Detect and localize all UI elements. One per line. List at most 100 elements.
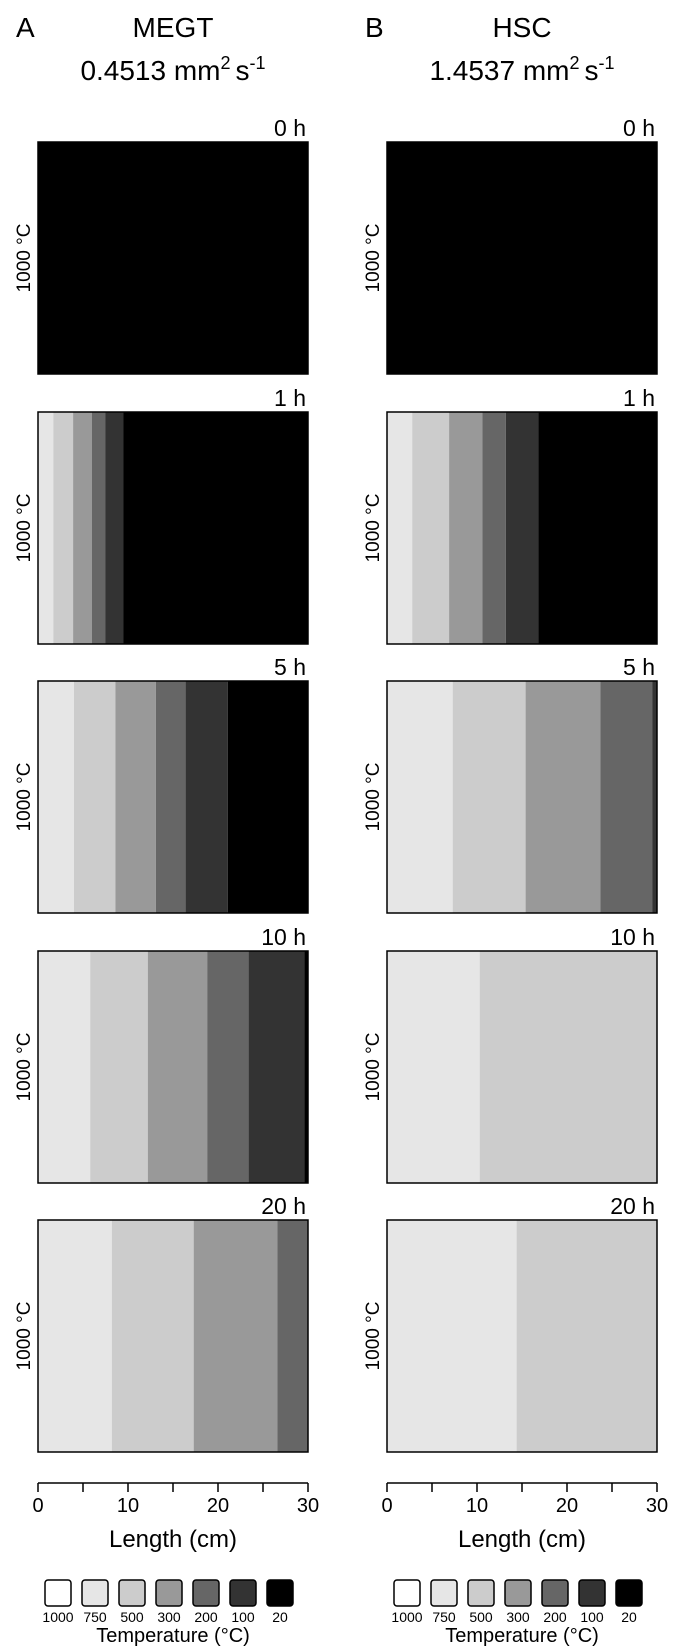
temperature-band <box>525 681 601 913</box>
panel-frame <box>37 950 309 1184</box>
temperature-legend: 1000 750 500 300 200 100 20 Temperature (°C) <box>42 1579 294 1647</box>
x-tick-label: 20 <box>207 1495 229 1517</box>
legend-swatch <box>155 1579 183 1607</box>
temperature-band <box>73 412 92 644</box>
diffusivity-s: s <box>236 55 250 86</box>
x-tick-label: 10 <box>117 1495 139 1517</box>
time-label: 0 h <box>274 115 306 141</box>
legend-label: 300 <box>157 1609 181 1625</box>
x-tick-label: 10 <box>466 1495 488 1517</box>
time-label: 1 h <box>274 385 306 411</box>
legend-swatch <box>504 1579 532 1607</box>
material-title: MEGT <box>133 12 214 43</box>
diffusivity-value: 0.4513 mm <box>80 55 220 86</box>
panel-frame <box>37 680 309 914</box>
x-tick-label: 20 <box>556 1495 578 1517</box>
temperature-band <box>538 412 657 644</box>
legend-label: 1000 <box>42 1609 73 1625</box>
temperature-band <box>652 681 657 913</box>
x-axis: 0 10 20 30 Length (cm) <box>32 1482 319 1553</box>
legend-swatch <box>266 1579 294 1607</box>
snapshot-panel: 5 h 1000 °C <box>14 654 309 914</box>
temperature-band <box>92 412 106 644</box>
legend-label: 750 <box>432 1609 456 1625</box>
time-label: 1 h <box>623 385 655 411</box>
temperature-band <box>412 412 450 644</box>
legend-swatch <box>393 1579 421 1607</box>
snapshot-panel: 1 h 1000 °C <box>363 385 658 645</box>
diffusivity-title: 1.4537 mm2 s-1 <box>429 53 614 86</box>
panel-frame <box>386 950 658 1184</box>
legend-label: 750 <box>83 1609 107 1625</box>
temperature-band <box>155 681 186 913</box>
y-axis-label: 1000 °C <box>363 763 384 832</box>
panel-letter: B <box>365 12 384 43</box>
temperature-band <box>123 412 308 644</box>
y-axis-label: 1000 °C <box>363 1033 384 1102</box>
legend-swatch <box>541 1579 569 1607</box>
legend-label: 300 <box>506 1609 530 1625</box>
temperature-band <box>115 681 156 913</box>
temperature-band <box>304 951 308 1183</box>
temperature-band <box>479 951 657 1183</box>
legend-label: 20 <box>621 1609 637 1625</box>
x-axis-title: Length (cm) <box>458 1526 586 1553</box>
y-axis-label: 1000 °C <box>363 1302 384 1371</box>
temperature-band <box>38 1220 112 1452</box>
y-axis-label: 1000 °C <box>363 494 384 563</box>
temperature-band <box>482 412 506 644</box>
legend-title: Temperature (°C) <box>445 1625 599 1647</box>
diffusivity-unit-exponent: 2 <box>221 53 231 73</box>
legend-swatch <box>118 1579 146 1607</box>
legend-swatch <box>81 1579 109 1607</box>
time-label: 20 h <box>261 1193 306 1219</box>
temperature-band <box>600 681 653 913</box>
time-label: 20 h <box>610 1193 655 1219</box>
time-label: 10 h <box>610 924 655 950</box>
snapshot-panel: 0 h 1000 °C <box>363 115 658 375</box>
temperature-band <box>38 681 74 913</box>
panel-frame <box>37 1219 309 1453</box>
y-axis-label: 1000 °C <box>14 1033 35 1102</box>
snapshot-panel: 20 h 1000 °C <box>363 1193 658 1453</box>
legend-swatch <box>467 1579 495 1607</box>
y-axis-label: 1000 °C <box>363 224 384 293</box>
snapshot-panel: 10 h 1000 °C <box>363 924 658 1184</box>
legend-label: 200 <box>543 1609 567 1625</box>
temperature-band <box>38 412 54 644</box>
temperature-band <box>193 1220 278 1452</box>
temperature-band <box>449 412 483 644</box>
snapshot-panel: 1 h 1000 °C <box>14 385 309 645</box>
diffusivity-s-exponent: -1 <box>599 53 615 73</box>
legend-swatch <box>44 1579 72 1607</box>
temperature-band <box>74 681 116 913</box>
snapshot-panel: 10 h 1000 °C <box>14 924 309 1184</box>
snapshot-panel: 0 h 1000 °C <box>14 115 309 375</box>
snapshot-panel: 5 h 1000 °C <box>363 654 658 914</box>
time-label: 10 h <box>261 924 306 950</box>
temperature-band <box>387 142 657 374</box>
temperature-band <box>90 951 148 1183</box>
legend-title: Temperature (°C) <box>96 1625 250 1647</box>
y-axis-label: 1000 °C <box>14 1302 35 1371</box>
legend-label: 100 <box>231 1609 255 1625</box>
temperature-band <box>387 1220 517 1452</box>
panel-frame <box>37 141 309 375</box>
temperature-band <box>207 951 249 1183</box>
temperature-band <box>516 1220 657 1452</box>
temperature-legend: 1000 750 500 300 200 100 20 Temperature (°C) <box>391 1579 643 1647</box>
diffusivity-unit-exponent: 2 <box>570 53 580 73</box>
temperature-band <box>452 681 526 913</box>
temperature-band <box>111 1220 194 1452</box>
temperature-band <box>387 412 413 644</box>
legend-label: 100 <box>580 1609 604 1625</box>
legend-swatch <box>229 1579 257 1607</box>
legend-label: 200 <box>194 1609 218 1625</box>
legend-label: 1000 <box>391 1609 422 1625</box>
temperature-band <box>38 142 308 374</box>
x-axis: 0 10 20 30 Length (cm) <box>381 1482 668 1553</box>
material-title: HSC <box>492 12 551 43</box>
y-axis-label: 1000 °C <box>14 494 35 563</box>
